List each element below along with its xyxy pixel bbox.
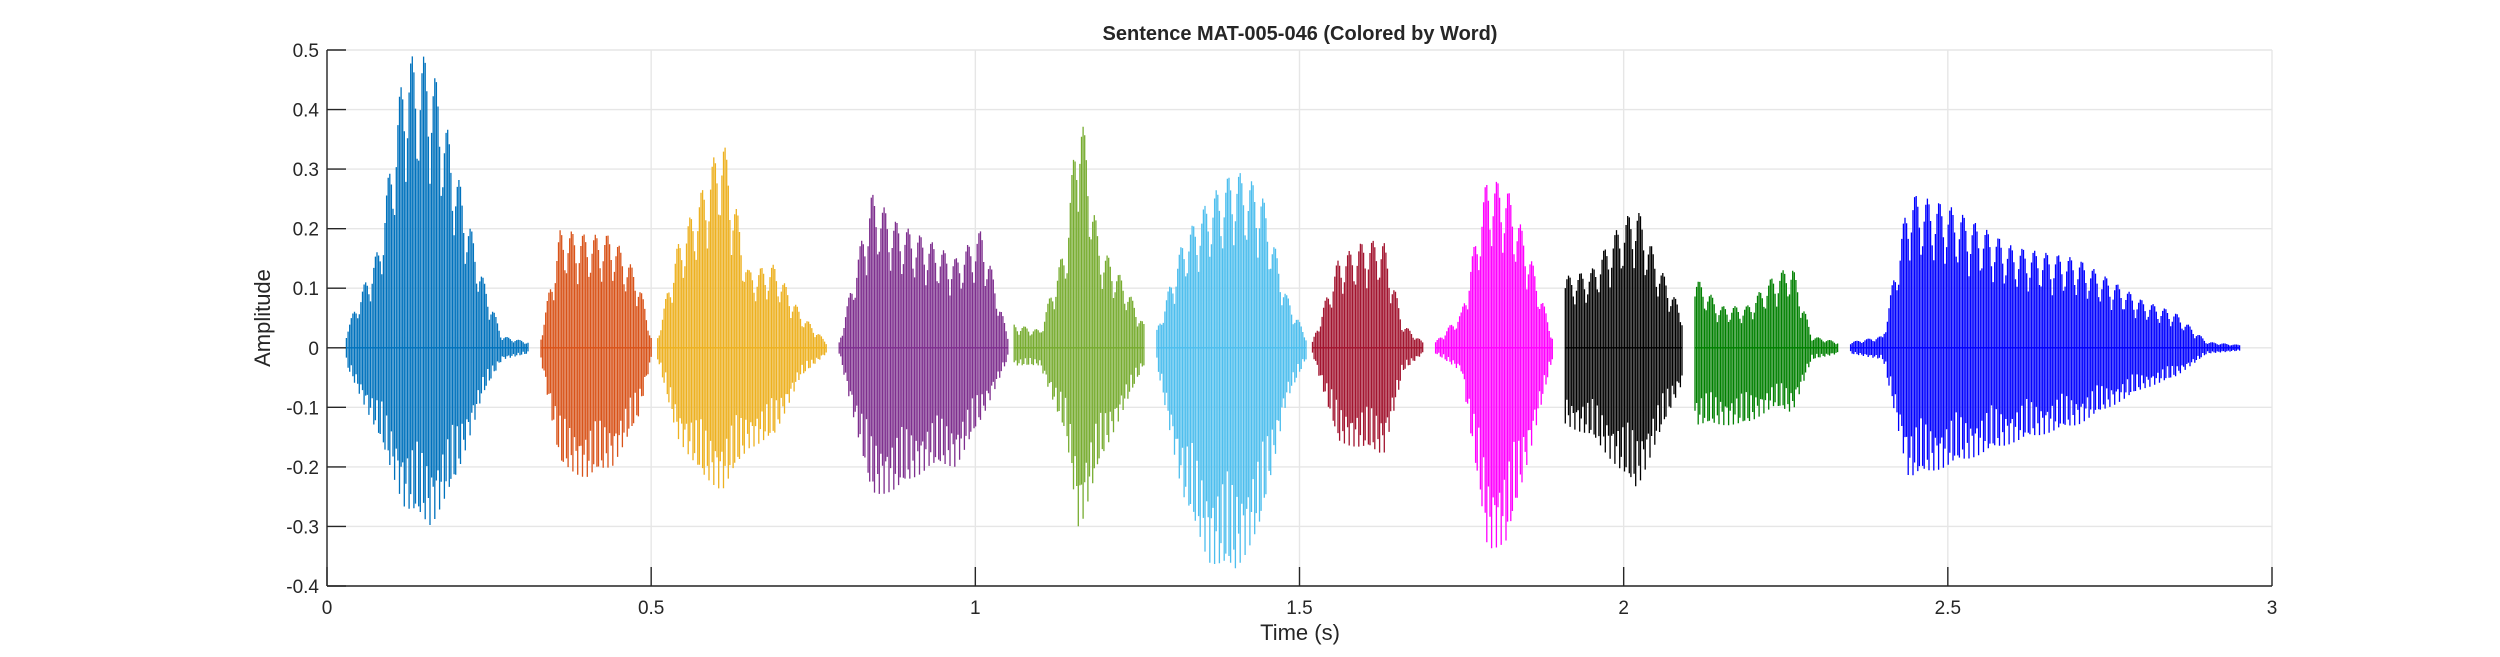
x-tick-label: 2 <box>1618 598 1629 619</box>
word-waveform-9 <box>1564 213 1683 487</box>
y-tick-labels: -0.4 -0.3 -0.2 -0.1 0 0.1 0.2 0.3 0.4 0.5 <box>286 41 319 598</box>
waveform-traces <box>345 56 2241 569</box>
y-tick-label: 0.3 <box>293 160 319 181</box>
x-tick-label: 0.5 <box>638 598 664 619</box>
y-tick-label: 0.4 <box>293 101 320 122</box>
y-tick-label: 0 <box>308 339 319 360</box>
x-tick-label: 2.5 <box>1935 598 1961 619</box>
x-axis-label: Time (s) <box>1260 620 1340 645</box>
word-waveform-6 <box>1156 173 1307 569</box>
y-tick-label: -0.3 <box>286 517 319 538</box>
word-waveform-7 <box>1311 240 1424 453</box>
y-tick-label: -0.4 <box>286 577 319 598</box>
axes <box>326 49 2273 587</box>
x-tick-label: 0 <box>322 598 333 619</box>
y-axis-label: Amplitude <box>250 269 275 367</box>
word-waveform-5 <box>1013 126 1145 527</box>
chart-title: Sentence MAT-005-046 (Colored by Word) <box>1103 23 1498 45</box>
y-tick-label: -0.2 <box>286 458 319 479</box>
y-tick-label: 0.2 <box>293 220 319 241</box>
word-waveform-11 <box>1849 196 2241 476</box>
word-waveform-3 <box>657 147 827 489</box>
word-waveform-10 <box>1694 270 1839 426</box>
x-tick-label: 1.5 <box>1286 598 1312 619</box>
y-tick-label: 0.1 <box>293 279 319 300</box>
x-tick-label: 1 <box>970 598 981 619</box>
word-waveform-2 <box>540 230 652 477</box>
x-tick-label: 3 <box>2267 598 2278 619</box>
word-waveform-4 <box>838 194 1009 494</box>
word-waveform-8 <box>1434 181 1553 549</box>
y-tick-label: -0.1 <box>286 398 319 419</box>
y-tick-label: 0.5 <box>293 41 319 62</box>
x-tick-labels: 0 0.5 1 1.5 2 2.5 3 <box>322 598 2278 619</box>
word-waveform-1 <box>345 56 529 525</box>
